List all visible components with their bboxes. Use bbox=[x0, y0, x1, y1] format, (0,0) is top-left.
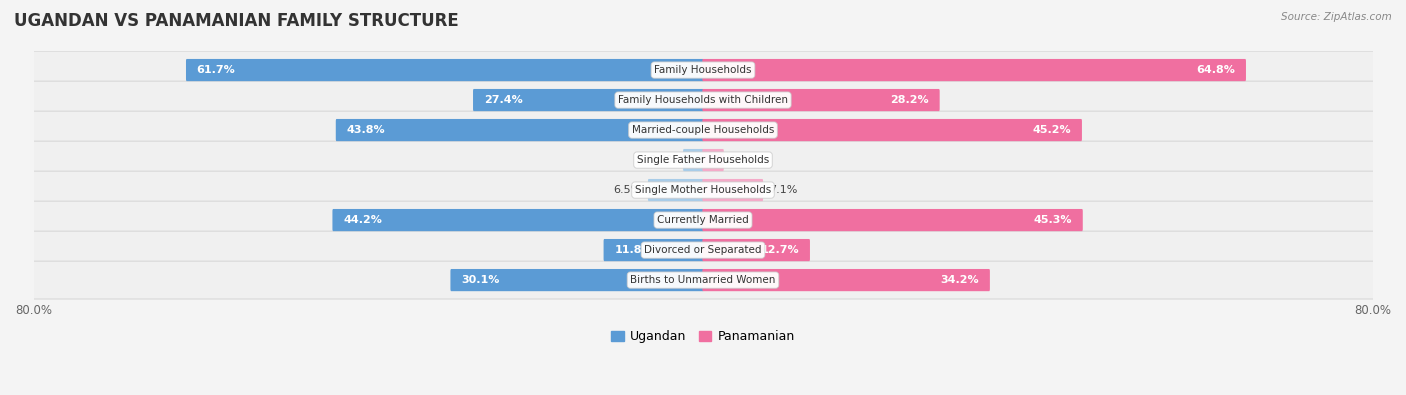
FancyBboxPatch shape bbox=[450, 269, 703, 291]
FancyBboxPatch shape bbox=[332, 209, 703, 231]
Text: 34.2%: 34.2% bbox=[941, 275, 979, 285]
Text: Births to Unmarried Women: Births to Unmarried Women bbox=[630, 275, 776, 285]
FancyBboxPatch shape bbox=[24, 141, 1382, 179]
Text: 44.2%: 44.2% bbox=[343, 215, 382, 225]
Text: Married-couple Households: Married-couple Households bbox=[631, 125, 775, 135]
FancyBboxPatch shape bbox=[648, 179, 703, 201]
FancyBboxPatch shape bbox=[24, 261, 1382, 299]
Text: Divorced or Separated: Divorced or Separated bbox=[644, 245, 762, 255]
Text: Source: ZipAtlas.com: Source: ZipAtlas.com bbox=[1281, 12, 1392, 22]
Text: 12.7%: 12.7% bbox=[761, 245, 799, 255]
Text: Family Households with Children: Family Households with Children bbox=[619, 95, 787, 105]
FancyBboxPatch shape bbox=[24, 81, 1382, 119]
FancyBboxPatch shape bbox=[703, 209, 1083, 231]
Text: 45.3%: 45.3% bbox=[1033, 215, 1071, 225]
FancyBboxPatch shape bbox=[703, 119, 1083, 141]
Text: 2.3%: 2.3% bbox=[648, 155, 678, 165]
FancyBboxPatch shape bbox=[24, 171, 1382, 209]
Text: 27.4%: 27.4% bbox=[484, 95, 523, 105]
FancyBboxPatch shape bbox=[336, 119, 703, 141]
FancyBboxPatch shape bbox=[603, 239, 703, 261]
Text: 64.8%: 64.8% bbox=[1197, 65, 1236, 75]
FancyBboxPatch shape bbox=[472, 89, 703, 111]
FancyBboxPatch shape bbox=[24, 201, 1382, 239]
Text: Single Father Households: Single Father Households bbox=[637, 155, 769, 165]
Text: 43.8%: 43.8% bbox=[346, 125, 385, 135]
Text: 28.2%: 28.2% bbox=[890, 95, 929, 105]
Text: 61.7%: 61.7% bbox=[197, 65, 235, 75]
FancyBboxPatch shape bbox=[703, 59, 1246, 81]
Text: 45.2%: 45.2% bbox=[1032, 125, 1071, 135]
FancyBboxPatch shape bbox=[24, 231, 1382, 269]
FancyBboxPatch shape bbox=[703, 89, 939, 111]
FancyBboxPatch shape bbox=[24, 51, 1382, 89]
Text: 11.8%: 11.8% bbox=[614, 245, 652, 255]
FancyBboxPatch shape bbox=[703, 239, 810, 261]
FancyBboxPatch shape bbox=[703, 269, 990, 291]
Text: 7.1%: 7.1% bbox=[769, 185, 797, 195]
FancyBboxPatch shape bbox=[703, 179, 763, 201]
Text: UGANDAN VS PANAMANIAN FAMILY STRUCTURE: UGANDAN VS PANAMANIAN FAMILY STRUCTURE bbox=[14, 12, 458, 30]
Text: Single Mother Households: Single Mother Households bbox=[636, 185, 770, 195]
Text: Currently Married: Currently Married bbox=[657, 215, 749, 225]
Text: Family Households: Family Households bbox=[654, 65, 752, 75]
Text: 30.1%: 30.1% bbox=[461, 275, 499, 285]
FancyBboxPatch shape bbox=[703, 149, 724, 171]
FancyBboxPatch shape bbox=[24, 111, 1382, 149]
Text: 6.5%: 6.5% bbox=[613, 185, 643, 195]
FancyBboxPatch shape bbox=[683, 149, 703, 171]
Legend: Ugandan, Panamanian: Ugandan, Panamanian bbox=[606, 325, 800, 348]
Text: 2.4%: 2.4% bbox=[730, 155, 758, 165]
FancyBboxPatch shape bbox=[186, 59, 703, 81]
